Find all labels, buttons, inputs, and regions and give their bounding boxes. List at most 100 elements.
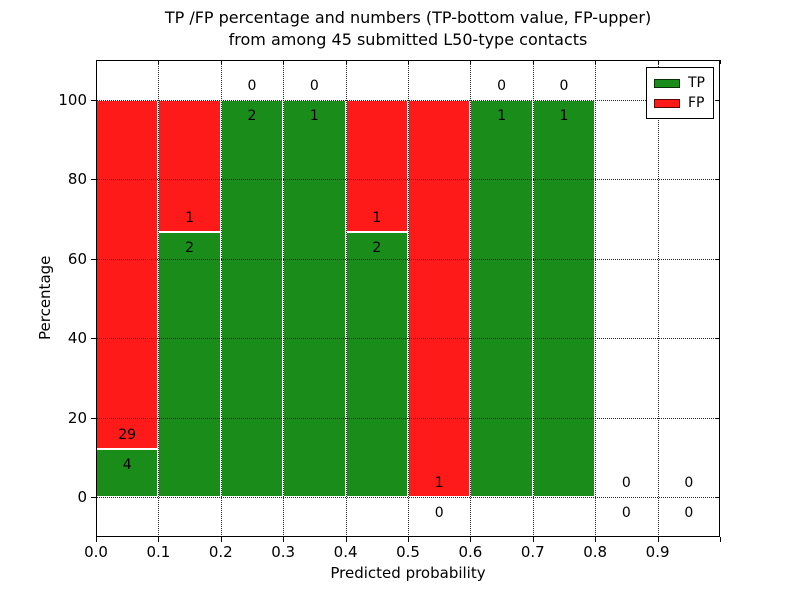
grid-line-vertical (345, 60, 347, 537)
legend-label-tp: TP (688, 75, 705, 91)
chart-title: TP /FP percentage and numbers (TP-bottom… (96, 7, 720, 51)
fp-count-label: 0 (497, 77, 507, 94)
x-tick-label: 0.8 (583, 543, 608, 561)
x-tick-mark-top (345, 60, 347, 64)
tp-count-label: 4 (122, 457, 132, 474)
bar-segment-tp (345, 232, 408, 498)
y-tick-mark-right (716, 99, 720, 101)
x-tick-mark-top (595, 60, 597, 64)
fp-count-label: 0 (559, 77, 569, 94)
grid-line-vertical (408, 60, 409, 537)
chart-title-line1: TP /FP percentage and numbers (TP-bottom… (164, 8, 652, 27)
tp-count-label: 2 (247, 107, 257, 124)
tp-count-label: 1 (497, 107, 507, 124)
y-tick-mark (91, 338, 96, 340)
y-tick-mark-right (716, 258, 720, 260)
bar-segment-fp (408, 99, 471, 498)
fp-count-label: 0 (684, 475, 694, 492)
x-tick-label: 0.7 (520, 543, 545, 561)
grid-line-horizontal (96, 338, 720, 340)
x-tick-mark-top (470, 60, 472, 64)
legend-item-tp: TP (654, 73, 705, 93)
x-tick-mark (720, 537, 721, 542)
x-tick-label: 0.5 (396, 543, 420, 561)
chart-title-line2: from among 45 submitted L50-type contact… (228, 30, 588, 49)
y-tick-label: 100 (58, 90, 87, 109)
grid-line-vertical (220, 60, 222, 537)
x-tick-mark-top (283, 60, 285, 64)
x-axis-label: Predicted probability (330, 564, 486, 582)
y-tick-mark (91, 417, 96, 419)
x-tick-mark-top (158, 60, 160, 64)
y-tick-mark (91, 258, 96, 260)
bar-segment-fp (345, 99, 408, 233)
y-tick-mark-right (716, 179, 720, 181)
x-tick-mark (657, 537, 659, 542)
fp-count-label: 1 (185, 210, 195, 227)
legend-swatch-fp (654, 98, 680, 108)
fp-count-label: 29 (118, 427, 137, 444)
x-tick-mark-top (532, 60, 534, 64)
grid-line-horizontal (96, 179, 720, 181)
x-tick-label: 0.2 (208, 543, 233, 561)
fp-count-label: 0 (621, 475, 631, 492)
x-tick-mark-top (657, 60, 659, 64)
y-tick-mark (91, 179, 96, 181)
bar-segment-tp (532, 99, 596, 498)
x-tick-mark (408, 537, 409, 542)
y-tick-mark (91, 497, 96, 499)
x-tick-mark (345, 537, 347, 542)
fp-count-label: 1 (372, 210, 382, 227)
tp-count-label: 0 (434, 505, 444, 522)
bar-segment-tp (283, 99, 346, 498)
fp-count-label: 0 (309, 77, 319, 94)
x-tick-label: 0.1 (146, 543, 171, 561)
y-tick-label: 20 (67, 408, 87, 427)
grid-line-vertical (158, 60, 160, 537)
tp-count-label: 1 (559, 107, 569, 124)
plot-area: TP FP 29 4 1 2 0 2 0 1 1 2 1 0 0 1 0 1 0 0 0 0 0.0 0.1 0.2 0.3 0… (58, 60, 721, 560)
x-tick-mark-top (96, 60, 97, 64)
grid-line-horizontal (96, 497, 720, 499)
x-tick-mark (96, 537, 97, 542)
fp-count-label: 1 (434, 475, 444, 492)
x-tick-label: 0.4 (333, 543, 358, 561)
x-tick-mark-top (408, 60, 409, 64)
grid-line-vertical (657, 60, 659, 537)
y-tick-label: 60 (67, 249, 87, 268)
grid-line-vertical (470, 60, 472, 537)
x-tick-mark (470, 537, 472, 542)
y-tick-mark-right (716, 338, 720, 340)
y-tick-mark (91, 99, 96, 101)
y-tick-label: 80 (67, 170, 87, 189)
grid-line-horizontal (96, 99, 720, 101)
grid-line-vertical (283, 60, 285, 537)
legend-swatch-tp (654, 78, 680, 88)
x-tick-mark (158, 537, 160, 542)
y-tick-label: 40 (67, 329, 87, 348)
bar-segment-tp (158, 232, 221, 498)
tp-count-label: 0 (684, 505, 694, 522)
legend-item-fp: FP (654, 93, 705, 113)
grid-line-horizontal (96, 417, 720, 419)
x-tick-label: 0.6 (458, 543, 483, 561)
bar-segment-tp (220, 99, 284, 498)
y-axis-label: Percentage (36, 255, 54, 341)
y-tick-label: 0 (77, 488, 87, 507)
y-tick-mark-right (716, 497, 720, 499)
bar-segment-fp (96, 99, 159, 450)
fp-count-label: 0 (247, 77, 257, 94)
legend-label-fp: FP (688, 95, 705, 111)
y-tick-mark-right (716, 417, 720, 419)
grid-line-vertical (595, 60, 597, 537)
x-tick-mark (283, 537, 285, 542)
x-tick-label: 0.9 (645, 543, 670, 561)
grid-line-horizontal (96, 258, 720, 260)
x-tick-label: 0.0 (84, 543, 108, 561)
tp-count-label: 2 (185, 240, 195, 257)
x-tick-mark (532, 537, 534, 542)
x-tick-mark (220, 537, 222, 542)
tp-count-label: 2 (372, 240, 382, 257)
x-tick-mark-top (720, 60, 721, 64)
